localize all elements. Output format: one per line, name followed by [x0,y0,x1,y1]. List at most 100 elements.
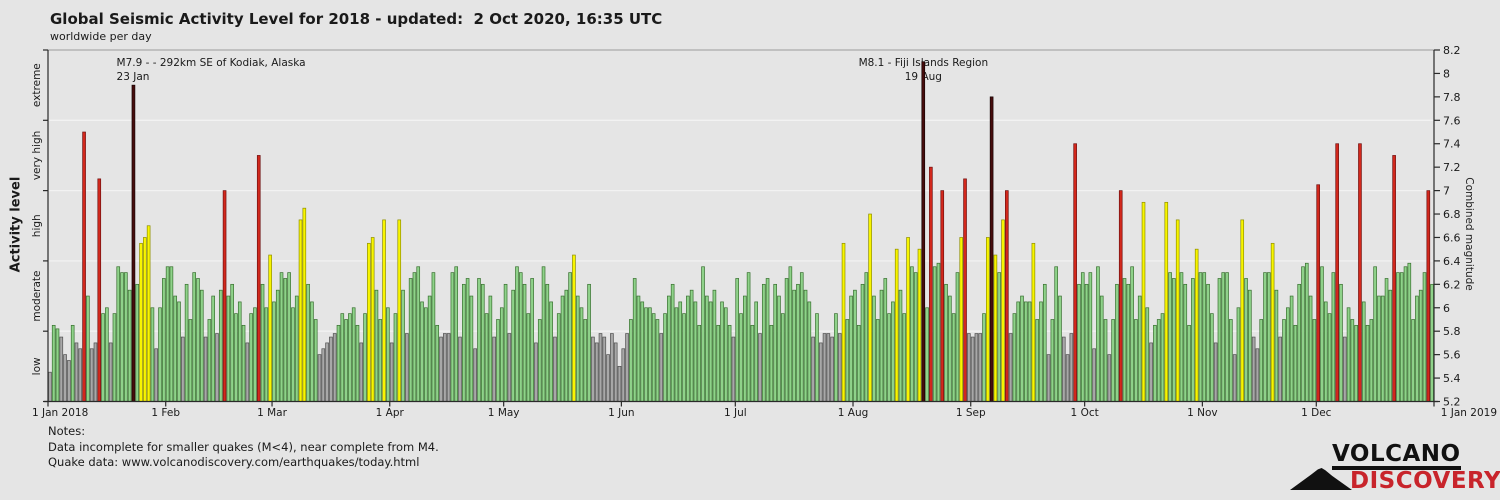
bar-day-101 [431,272,436,402]
notes-line1: Data incomplete for smaller quakes (M<4)… [48,439,439,454]
bar-day-333 [1312,319,1317,402]
bar-day-20 [124,272,128,402]
bar-day-15 [105,307,109,402]
bar-day-7 [74,342,79,402]
bar-day-208 [837,333,842,402]
bar-day-175 [712,289,717,402]
bar-day-172 [701,266,705,402]
bar-day-140 [579,307,584,402]
bar-day-30 [162,278,166,402]
bar-day-189 [765,278,770,402]
bar-day-350 [1377,295,1381,402]
month-label: 1 Jan 2019 [1441,407,1497,419]
bar-day-183 [742,295,747,402]
bar-day-154 [632,278,637,402]
bar-day-25 [143,237,147,402]
annotation-kodiak-date: 23 Jan [116,71,150,83]
bar-day-204 [822,333,827,402]
bar-day-147 [606,354,610,402]
month-label: 1 Nov [1187,407,1218,419]
bar-day-139 [575,295,580,402]
bar-day-258 [1027,301,1032,402]
bar-day-201 [811,336,815,402]
bar-day-252 [1005,190,1009,402]
bar-day-66 [298,219,303,402]
bar-day-325 [1282,319,1286,402]
bar-day-50 [237,301,242,402]
bar-day-61 [279,272,284,402]
bar-day-36 [184,283,189,402]
bar-day-43 [211,295,215,402]
bar-day-109 [462,283,466,402]
bar-day-21 [127,289,132,402]
bar-day-330 [1301,266,1305,402]
bar-day-305 [1206,283,1210,402]
bar-day-173 [705,295,709,402]
bar-day-188 [761,283,766,402]
bar-day-55 [256,155,261,402]
bar-day-322 [1270,242,1275,402]
bar-day-231 [925,307,929,402]
bar-day-95 [408,278,413,402]
bar-day-207 [834,313,838,402]
bar-day-260 [1035,319,1039,402]
month-label: 1 Mar [257,407,288,419]
bar-day-221 [887,313,891,402]
bar-day-206 [830,336,834,402]
bar-day-2 [55,328,60,402]
bar-day-202 [815,313,819,402]
bar-day-45 [218,289,223,402]
bar-day-331 [1304,262,1309,402]
bar-day-321 [1267,272,1271,402]
chart-title: Global Seismic Activity Level for 2018 -… [50,10,663,28]
bar-day-79 [348,313,352,402]
magnitude-tick-label: 6.4 [1443,255,1461,268]
bar-day-84 [367,242,371,402]
bar-day-102 [435,324,440,402]
bar-day-250 [997,272,1002,402]
bar-day-337 [1327,313,1332,402]
bar-day-345 [1358,143,1362,402]
bar-day-294 [1164,201,1169,402]
bar-day-343 [1350,319,1355,402]
month-label: 1 Jun [608,407,634,419]
annotation-kodiak: M7.9 - - 292km SE of Kodiak, Alaska 23 J… [117,56,306,84]
month-label: 1 Jan 2018 [32,407,88,419]
bar-day-285 [1130,266,1134,402]
bar-day-226 [906,237,910,402]
month-label: 1 Aug [838,407,869,419]
bar-day-187 [758,333,762,402]
bar-day-130 [541,266,546,402]
bar-day-178 [724,307,728,402]
bar-day-235 [940,190,945,402]
bar-day-255 [1016,301,1021,402]
bar-day-261 [1039,301,1043,402]
bar-day-174 [708,301,713,402]
bar-day-126 [526,313,531,402]
bar-day-359 [1411,319,1415,402]
bar-day-17 [112,313,117,402]
bar-day-4 [63,354,67,402]
month-label: 1 Sep [956,407,986,419]
bar-day-346 [1361,301,1366,402]
bar-day-23 [135,283,140,402]
bar-day-170 [693,301,698,402]
bar-day-287 [1137,295,1142,402]
bar-day-105 [446,333,451,402]
bar-day-217 [872,295,876,402]
bar-day-354 [1392,155,1396,402]
bar-day-75 [332,333,337,402]
bar-day-299 [1183,283,1188,402]
bar-day-361 [1418,289,1423,402]
bar-day-286 [1134,319,1138,402]
bar-day-194 [784,278,789,402]
bar-day-273 [1084,283,1089,402]
bar-day-362 [1422,272,1427,402]
month-label: 1 May [488,407,520,419]
bar-day-327 [1289,295,1294,402]
bar-day-249 [993,254,998,402]
bar-day-138 [572,254,576,402]
bar-day-306 [1210,313,1214,402]
bar-day-313 [1236,307,1241,402]
